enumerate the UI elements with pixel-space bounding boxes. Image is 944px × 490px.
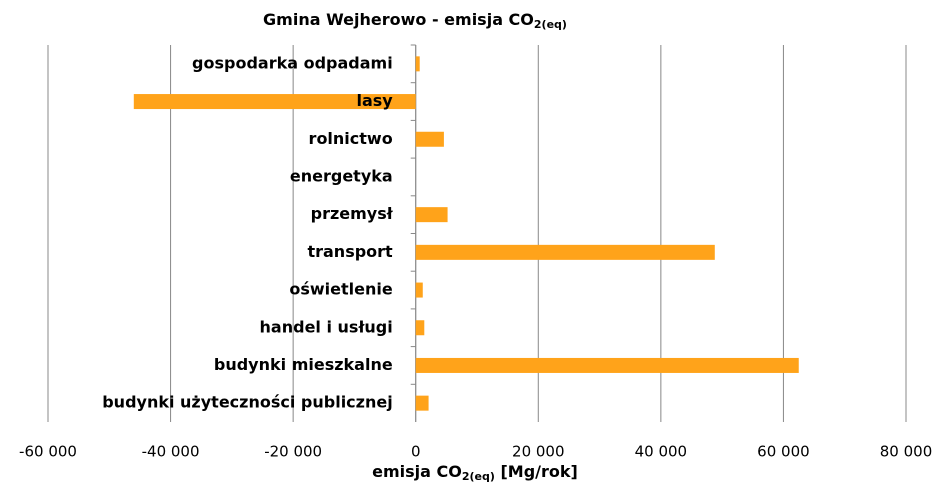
bar — [415, 320, 425, 336]
x-tick-label: -40 000 — [142, 443, 200, 461]
xlabel-sub: 2(eq) — [462, 470, 495, 483]
y-tick-label: transport — [307, 242, 393, 261]
y-tick-label: budynki użyteczności publicznej — [102, 393, 392, 412]
y-tick-label: lasy — [356, 91, 393, 110]
bar — [415, 131, 444, 147]
bar — [415, 244, 715, 260]
y-tick-label: energetyka — [290, 166, 393, 185]
y-tick-label: handel i usługi — [260, 317, 393, 336]
xlabel-main: emisja CO — [372, 462, 462, 481]
y-tick-label: budynki mieszkalne — [214, 355, 393, 374]
bar — [415, 395, 429, 411]
bar — [415, 207, 448, 223]
x-tick-label: 20 000 — [512, 443, 565, 461]
y-tick-label: gospodarka odpadami — [192, 53, 393, 72]
y-tick-label: rolnictwo — [309, 129, 393, 148]
xlabel-unit: [Mg/rok] — [495, 462, 578, 481]
x-tick-label: 0 — [411, 443, 421, 461]
x-axis-label: emisja CO2(eq) [Mg/rok] — [372, 462, 578, 484]
chart-title: Gmina Wejherowo - emisja CO2(eq) — [263, 10, 567, 32]
title-main: Gmina Wejherowo - emisja CO — [263, 10, 534, 29]
x-tick-label: -20 000 — [264, 443, 322, 461]
y-tick-label: oświetlenie — [289, 280, 392, 299]
x-tick-label: 80 000 — [880, 443, 933, 461]
title-sub: 2(eq) — [534, 18, 567, 31]
bar — [415, 357, 799, 373]
bar — [415, 282, 423, 298]
bar — [415, 56, 420, 72]
x-tick-label: 40 000 — [635, 443, 688, 461]
x-tick-label: -60 000 — [19, 443, 77, 461]
x-tick-label: 60 000 — [757, 443, 810, 461]
y-tick-label: przemysł — [311, 204, 394, 223]
bar — [133, 94, 416, 110]
